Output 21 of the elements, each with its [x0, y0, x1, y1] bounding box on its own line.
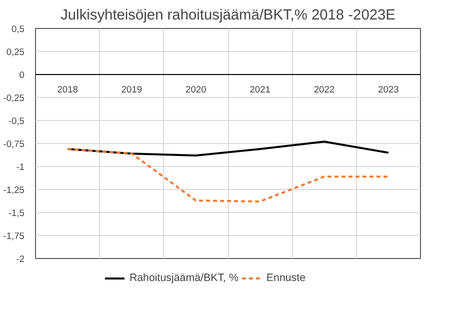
x-tick-label: 2019 [121, 84, 142, 94]
y-tick-label: 0 [19, 70, 25, 80]
x-tick-label: 2022 [314, 84, 335, 94]
y-tick-label: -0,25 [3, 93, 25, 103]
legend-label: Rahoitusjäämä/BKT, % [129, 272, 238, 284]
chart-title: Julkisyhteisöjen rahoitusjäämä/BKT,% 2018 -2023E [60, 8, 396, 24]
y-tick-label: -1,25 [3, 185, 25, 195]
x-tick-label: 2020 [186, 84, 206, 94]
y-tick-label: 0,5 [12, 24, 24, 34]
y-tick-label: -0,75 [3, 139, 25, 149]
y-tick-label: -0,5 [8, 116, 25, 126]
x-tick-label: 2018 [57, 84, 78, 94]
legend-label: Ennuste [266, 272, 306, 284]
x-tick-label: 2021 [250, 84, 270, 94]
y-tick-label: -1,75 [3, 231, 25, 241]
y-tick-label: 0,25 [6, 47, 24, 57]
y-tick-label: -2 [16, 254, 25, 264]
y-tick-label: -1,5 [8, 208, 25, 218]
x-tick-label: 2023 [378, 84, 399, 94]
line-series [66, 148, 390, 202]
y-tick-label: -1 [16, 162, 25, 172]
